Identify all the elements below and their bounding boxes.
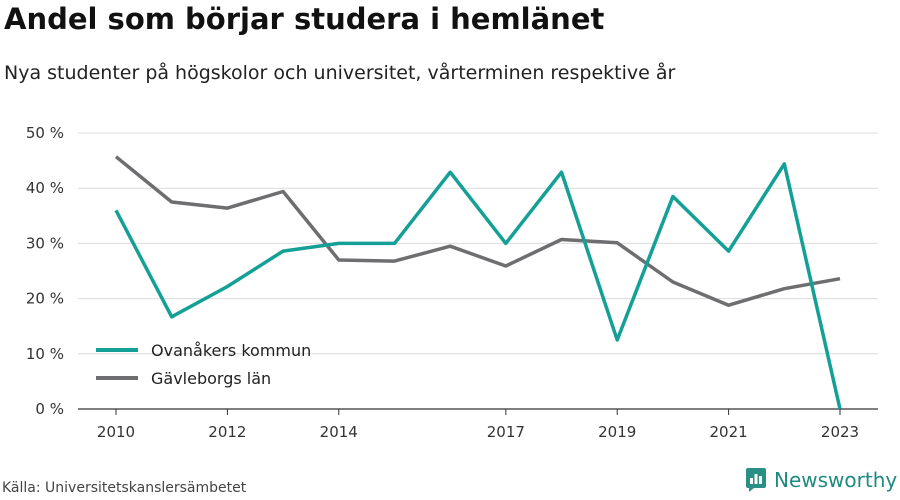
source-note: Källa: Universitetskanslersämbetet [2, 480, 247, 496]
brand-name: Newsworthy [774, 468, 898, 492]
brand-logo: Newsworthy [745, 467, 897, 493]
series-line-0 [114, 162, 842, 410]
x-tick-label: 2021 [710, 423, 748, 441]
chart-title: Andel som börjar studera i hemlänet [4, 2, 605, 36]
y-tick-label: 0 % [35, 400, 64, 418]
series-lines [114, 155, 842, 410]
x-tick-label: 2014 [320, 423, 358, 441]
x-tick-label: 2012 [208, 423, 246, 441]
y-tick-label: 10 % [26, 345, 64, 363]
newsworthy-logo-icon [746, 468, 766, 492]
grid-lines [78, 132, 878, 355]
y-tick-label: 40 % [26, 179, 64, 197]
x-axis: 2010 2012 2014 2017 2019 2021 2023 [78, 408, 878, 441]
x-tick-label: 2019 [598, 423, 636, 441]
y-tick-label: 20 % [26, 290, 64, 308]
y-axis-ticks: 0 % 10 % 20 % 30 % 40 % 50 % [26, 124, 64, 418]
x-tick-label: 2017 [487, 423, 525, 441]
legend: Ovanåkers kommun Gävleborgs län [96, 341, 311, 388]
y-tick-label: 50 % [26, 124, 64, 142]
x-tick-label: 2023 [821, 423, 859, 441]
legend-label: Ovanåkers kommun [151, 341, 311, 360]
series-line-1 [114, 155, 841, 307]
legend-label: Gävleborgs län [151, 369, 271, 388]
x-tick-label: 2010 [97, 423, 135, 441]
chart-subtitle: Nya studenter på högskolor och universit… [4, 62, 676, 84]
y-tick-label: 30 % [26, 234, 64, 252]
